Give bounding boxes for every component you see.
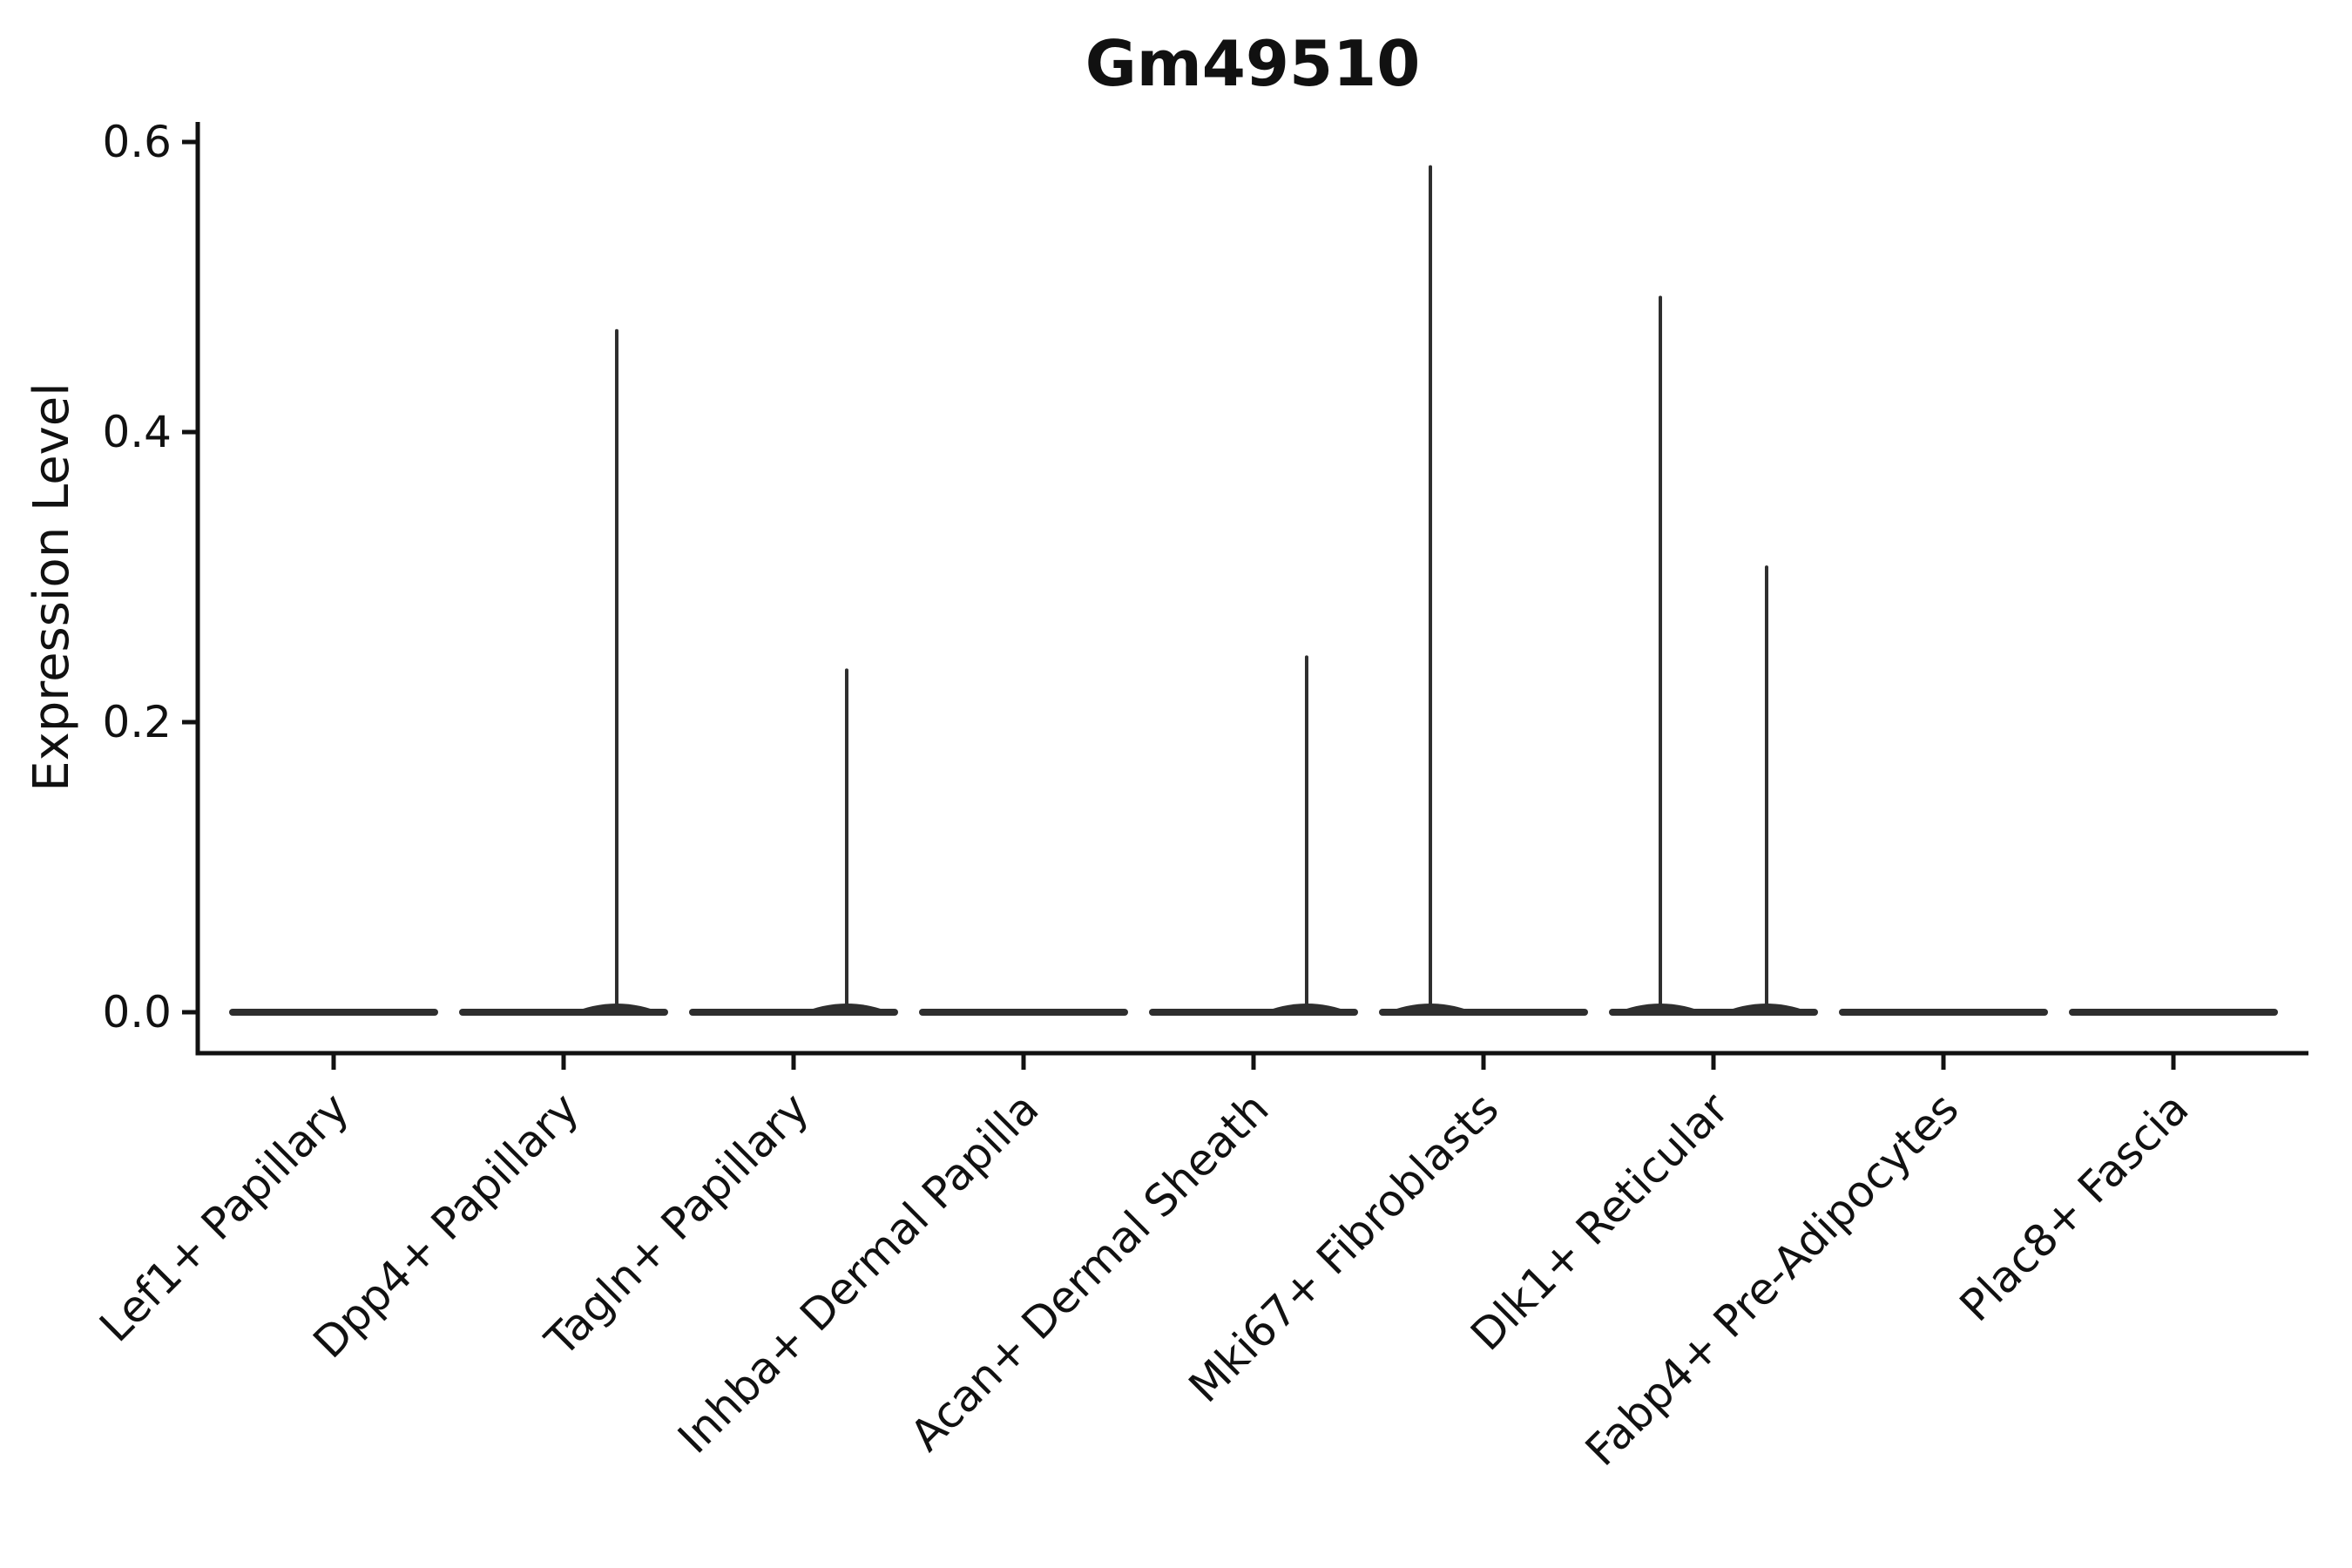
x-category-label: Lef1+ Papillary: [90, 1083, 358, 1351]
y-tick-label: 0.4: [102, 407, 172, 457]
chart-title: Gm49510: [1085, 27, 1421, 100]
violin-body: [1839, 1009, 2048, 1016]
violin-body: [919, 1009, 1128, 1016]
y-tick-label: 0.2: [102, 697, 172, 747]
y-tick-label: 0.0: [102, 987, 172, 1037]
violin-body: [2069, 1009, 2278, 1016]
y-tick-label: 0.6: [102, 117, 172, 167]
y-axis-label: Expression Level: [24, 382, 80, 792]
x-category-label: Fabp4+ Pre-Adipocytes: [1576, 1083, 1969, 1476]
x-category-label: Plac8+ Fascia: [1950, 1083, 2199, 1331]
violin-body: [229, 1009, 438, 1016]
